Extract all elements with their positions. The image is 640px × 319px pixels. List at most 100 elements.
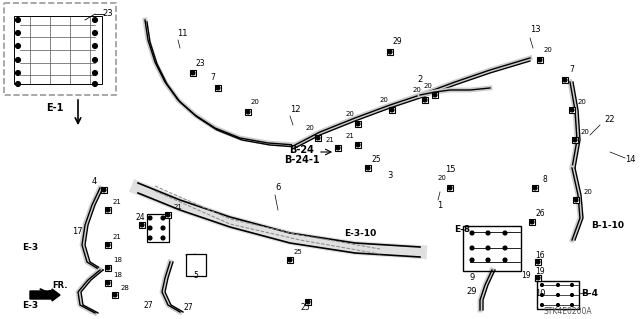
Text: B-4: B-4: [582, 288, 598, 298]
Text: 5: 5: [193, 271, 198, 279]
Text: 9: 9: [469, 273, 475, 283]
Bar: [335, 145, 341, 151]
Circle shape: [536, 276, 540, 280]
Circle shape: [166, 213, 170, 217]
Circle shape: [570, 284, 573, 286]
Circle shape: [93, 31, 97, 35]
Text: 24: 24: [135, 213, 145, 222]
Circle shape: [93, 43, 97, 48]
Text: 14: 14: [625, 155, 636, 165]
Bar: [389, 107, 395, 113]
Circle shape: [288, 258, 292, 262]
Text: 16: 16: [535, 250, 545, 259]
Circle shape: [93, 70, 97, 76]
Circle shape: [573, 138, 577, 142]
Circle shape: [113, 293, 117, 297]
Circle shape: [93, 18, 97, 23]
Circle shape: [470, 258, 474, 262]
Text: B-1-10: B-1-10: [591, 220, 625, 229]
Circle shape: [148, 236, 152, 240]
Text: 20: 20: [305, 125, 314, 131]
Circle shape: [503, 246, 507, 250]
Bar: [535, 275, 541, 281]
Text: B-24: B-24: [289, 145, 314, 155]
Circle shape: [533, 186, 537, 190]
Bar: [535, 259, 541, 265]
Circle shape: [570, 303, 573, 307]
Bar: [305, 299, 311, 305]
Text: 12: 12: [290, 106, 300, 115]
Text: 4: 4: [92, 177, 97, 187]
Circle shape: [15, 43, 20, 48]
Circle shape: [570, 108, 574, 112]
Text: 20: 20: [438, 175, 447, 181]
Circle shape: [433, 93, 437, 97]
Circle shape: [486, 258, 490, 262]
Text: 10: 10: [535, 288, 545, 298]
Circle shape: [161, 226, 165, 230]
Text: 21: 21: [113, 199, 122, 205]
Text: B-24-1: B-24-1: [284, 155, 320, 165]
Bar: [535, 275, 541, 281]
Circle shape: [536, 260, 540, 264]
Text: 11: 11: [177, 29, 188, 39]
Text: 20: 20: [251, 99, 259, 105]
Circle shape: [574, 198, 578, 202]
Text: 20: 20: [577, 99, 586, 105]
Bar: [215, 85, 221, 91]
Text: 19: 19: [535, 268, 545, 277]
Text: 21: 21: [346, 133, 355, 139]
Text: E-3: E-3: [22, 243, 38, 253]
Circle shape: [246, 110, 250, 114]
Circle shape: [191, 71, 195, 75]
Circle shape: [470, 246, 474, 250]
Circle shape: [336, 146, 340, 150]
Bar: [105, 207, 111, 213]
Bar: [287, 257, 293, 263]
Text: 18: 18: [113, 272, 122, 278]
Circle shape: [536, 276, 540, 280]
Circle shape: [388, 50, 392, 54]
Text: 28: 28: [120, 285, 129, 291]
Circle shape: [161, 236, 165, 240]
Text: 20: 20: [543, 47, 552, 53]
Circle shape: [356, 122, 360, 126]
Text: 29: 29: [392, 38, 402, 47]
Text: E-8: E-8: [454, 226, 470, 234]
Text: 8: 8: [543, 175, 547, 184]
Bar: [105, 242, 111, 248]
Circle shape: [557, 303, 559, 307]
Bar: [447, 185, 453, 191]
Bar: [112, 292, 118, 298]
Text: 25: 25: [371, 155, 381, 165]
Bar: [147, 214, 169, 242]
Text: 20: 20: [584, 189, 593, 195]
Bar: [186, 254, 206, 276]
Circle shape: [93, 57, 97, 63]
Bar: [139, 222, 145, 228]
Text: 26: 26: [535, 209, 545, 218]
Text: 27: 27: [183, 303, 193, 313]
Circle shape: [15, 70, 20, 76]
Text: 25: 25: [300, 303, 310, 313]
Bar: [105, 280, 111, 286]
Bar: [245, 109, 251, 115]
Circle shape: [503, 231, 507, 235]
Bar: [537, 281, 579, 309]
Text: 23: 23: [102, 10, 113, 19]
Circle shape: [541, 284, 543, 286]
Text: 21: 21: [326, 137, 335, 143]
Circle shape: [106, 243, 110, 247]
Bar: [422, 97, 428, 103]
Text: FR.: FR.: [52, 280, 68, 290]
Bar: [387, 49, 393, 55]
Circle shape: [106, 266, 110, 270]
Circle shape: [15, 31, 20, 35]
Circle shape: [102, 188, 106, 192]
Circle shape: [448, 186, 452, 190]
Circle shape: [148, 226, 152, 230]
Text: 13: 13: [530, 26, 540, 34]
Text: 18: 18: [113, 257, 122, 263]
Text: 29: 29: [467, 287, 477, 296]
Bar: [432, 92, 438, 98]
